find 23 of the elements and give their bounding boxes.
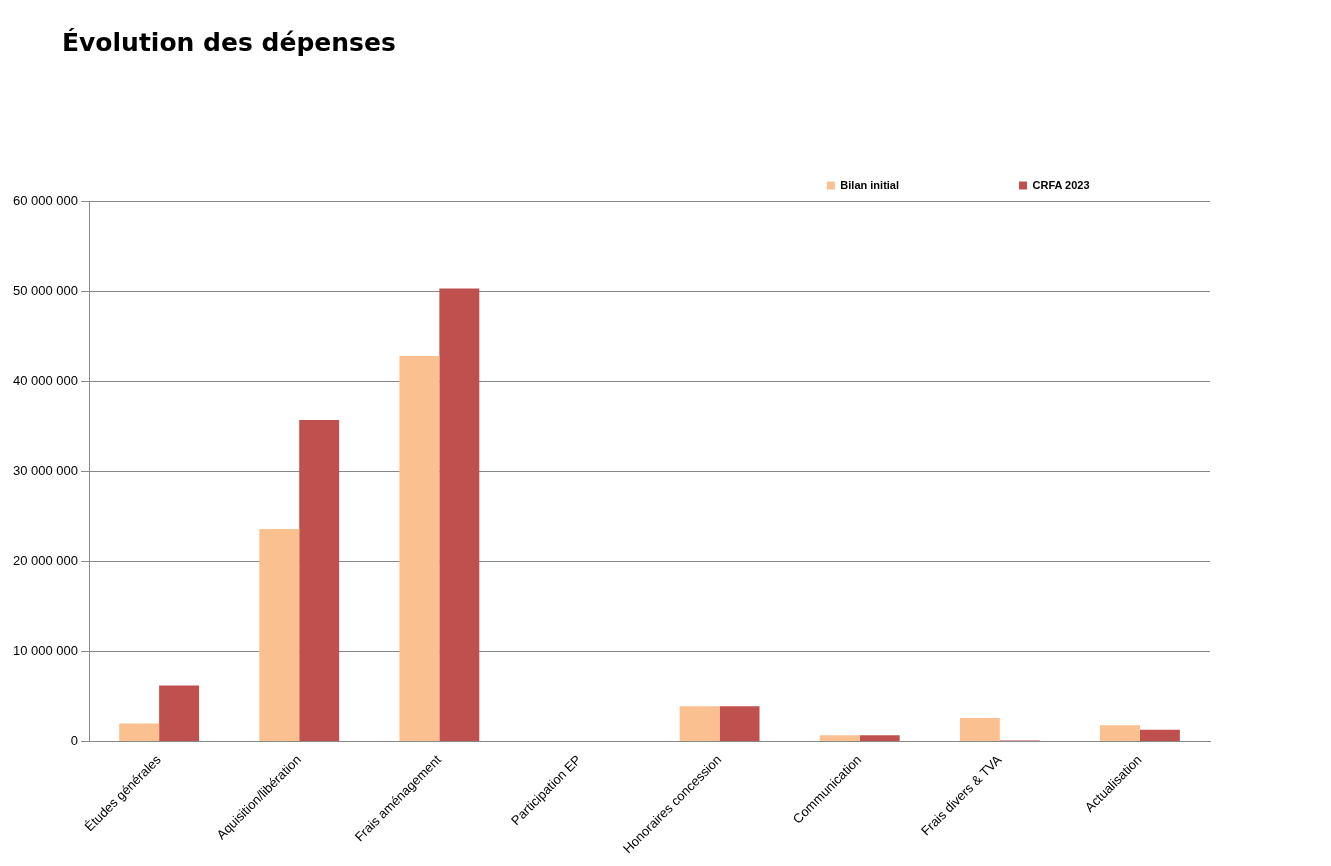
bar <box>679 706 720 741</box>
bar <box>119 723 160 741</box>
bar <box>819 735 860 741</box>
y-tick-label: 50 000 000 <box>12 282 79 298</box>
bar <box>859 735 900 741</box>
y-tick-label: 30 000 000 <box>12 462 79 478</box>
bar <box>299 419 340 741</box>
y-tick-label: 60 000 000 <box>12 192 79 208</box>
bar <box>439 288 480 741</box>
y-tick-label: 20 000 000 <box>12 552 79 568</box>
y-tick-label: 0 <box>70 733 79 749</box>
bar <box>399 355 440 741</box>
bar <box>1139 729 1180 741</box>
chart-title: Évolution des dépenses <box>62 28 396 57</box>
bar <box>959 718 1000 741</box>
bar <box>159 685 200 741</box>
bar <box>259 528 300 741</box>
legend-label: Bilan initial <box>840 178 900 191</box>
legend-label: CRFA 2023 <box>1032 178 1090 191</box>
y-tick-label: 40 000 000 <box>12 372 79 388</box>
bar <box>719 706 760 741</box>
y-tick-label: 10 000 000 <box>12 642 79 658</box>
bar <box>1100 725 1140 741</box>
